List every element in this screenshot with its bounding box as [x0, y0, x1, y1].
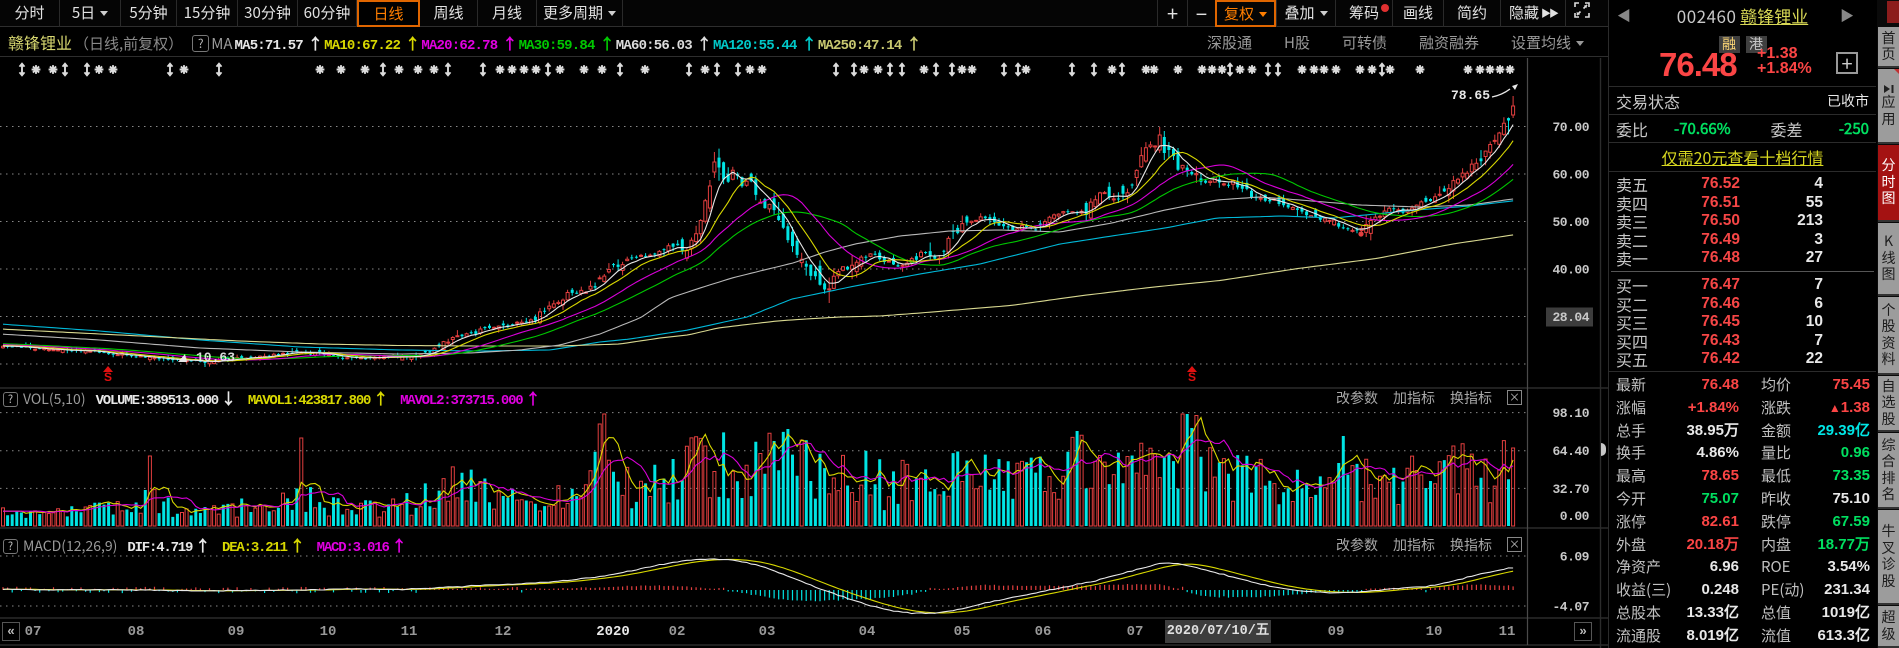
- svg-text:S: S: [1188, 370, 1196, 384]
- svg-text:-4.07: -4.07: [1552, 600, 1589, 615]
- svg-text:6.09: 6.09: [1560, 550, 1590, 565]
- svg-text:78.65: 78.65: [1451, 88, 1490, 103]
- svg-text:S: S: [104, 370, 112, 384]
- svg-text:60.00: 60.00: [1552, 168, 1589, 183]
- svg-text:28.04: 28.04: [1552, 310, 1589, 325]
- svg-text:0.00: 0.00: [1560, 509, 1590, 524]
- svg-text:50.00: 50.00: [1552, 215, 1589, 230]
- svg-text:64.40: 64.40: [1552, 444, 1589, 459]
- svg-text:10.63: 10.63: [196, 350, 235, 365]
- svg-text:98.10: 98.10: [1552, 406, 1589, 421]
- svg-text:32.70: 32.70: [1552, 482, 1589, 497]
- svg-text:40.00: 40.00: [1552, 263, 1589, 278]
- svg-text:70.00: 70.00: [1552, 120, 1589, 135]
